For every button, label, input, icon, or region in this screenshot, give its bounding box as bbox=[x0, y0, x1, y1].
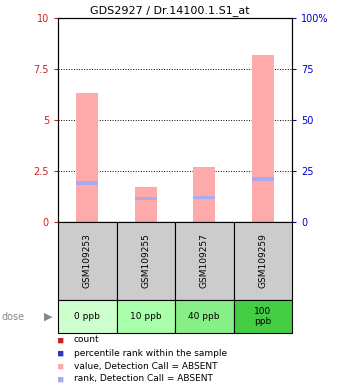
Bar bbox=[175, 300, 234, 333]
Text: ■: ■ bbox=[58, 349, 63, 358]
Text: rank, Detection Call = ABSENT: rank, Detection Call = ABSENT bbox=[74, 374, 213, 384]
Bar bbox=[252, 177, 274, 181]
Text: 10 ppb: 10 ppb bbox=[130, 312, 162, 321]
Text: count: count bbox=[74, 336, 100, 344]
Text: GSM109253: GSM109253 bbox=[83, 233, 92, 288]
Bar bbox=[58, 222, 117, 300]
Text: ■: ■ bbox=[58, 336, 63, 344]
Bar bbox=[193, 196, 215, 199]
Text: GSM109259: GSM109259 bbox=[258, 233, 267, 288]
Bar bbox=[76, 93, 98, 222]
Text: GDS2927 / Dr.14100.1.S1_at: GDS2927 / Dr.14100.1.S1_at bbox=[90, 5, 250, 16]
Text: dose: dose bbox=[2, 311, 25, 321]
Text: ▶: ▶ bbox=[44, 311, 52, 321]
Text: value, Detection Call = ABSENT: value, Detection Call = ABSENT bbox=[74, 361, 218, 371]
Text: ■: ■ bbox=[58, 374, 63, 384]
Bar bbox=[175, 222, 234, 300]
Bar bbox=[117, 222, 175, 300]
Bar bbox=[135, 187, 157, 222]
Bar bbox=[117, 300, 175, 333]
Bar bbox=[252, 55, 274, 222]
Text: 40 ppb: 40 ppb bbox=[188, 312, 220, 321]
Text: 0 ppb: 0 ppb bbox=[74, 312, 100, 321]
Bar bbox=[135, 197, 157, 200]
Text: GSM109257: GSM109257 bbox=[200, 233, 209, 288]
Text: GSM109255: GSM109255 bbox=[141, 233, 150, 288]
Text: 100
ppb: 100 ppb bbox=[254, 307, 271, 326]
Bar bbox=[76, 181, 98, 185]
Bar bbox=[234, 222, 292, 300]
Bar bbox=[58, 300, 117, 333]
Bar bbox=[193, 167, 215, 222]
Text: ■: ■ bbox=[58, 361, 63, 371]
Text: percentile rank within the sample: percentile rank within the sample bbox=[74, 349, 227, 358]
Bar bbox=[234, 300, 292, 333]
